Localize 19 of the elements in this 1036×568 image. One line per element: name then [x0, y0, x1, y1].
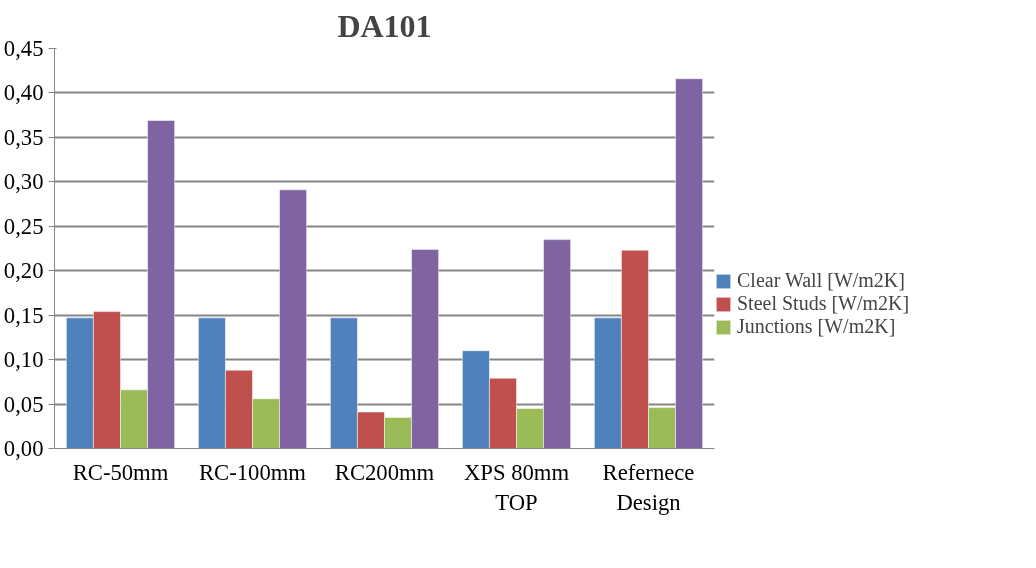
y-tick-label: 0,05	[3, 391, 44, 417]
y-tick-label: 0,20	[3, 258, 44, 284]
y-tick-label: 0,40	[3, 80, 44, 106]
legend-label: Clear Wall [W/m2K]	[737, 269, 905, 292]
legend-label: Steel Studs [W/m2K]	[737, 292, 910, 315]
y-tick-label: 0,35	[3, 124, 44, 150]
legend-label: Junctions [W/m2K]	[737, 315, 896, 338]
y-tick-label: 0,10	[3, 347, 44, 373]
x-tick-label: XPS 80mm TOP	[463, 459, 570, 515]
y-tick-label: 0,30	[3, 169, 44, 195]
x-tick-label: RC200mm	[334, 459, 435, 485]
y-tick-label: 0,25	[3, 213, 44, 239]
x-tick-label: Refernece Design	[602, 459, 695, 515]
y-tick-label: 0,15	[3, 302, 44, 328]
y-tick-label: 0,00	[3, 436, 44, 461]
chart-title: DA101	[337, 7, 432, 44]
y-tick-label: 0,45	[3, 36, 44, 61]
x-tick-label: RC-100mm	[199, 459, 307, 485]
x-tick-label: RC-50mm	[72, 459, 169, 485]
